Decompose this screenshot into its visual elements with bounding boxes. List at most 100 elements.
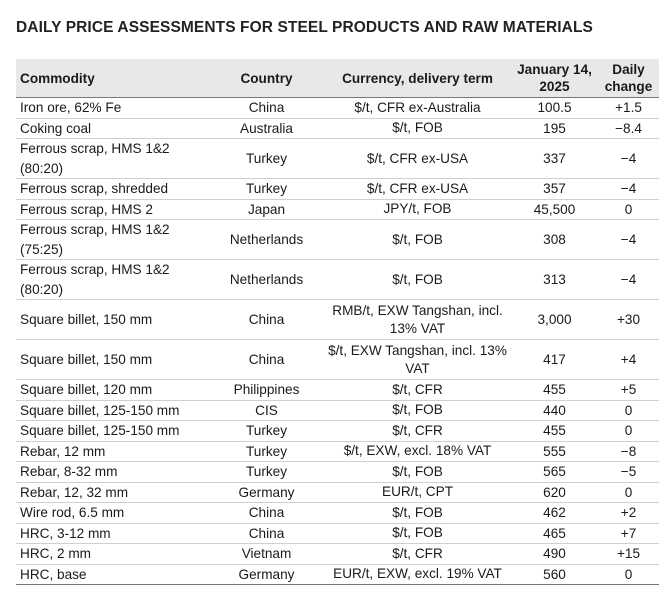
currency-term-cell: $/t, EXW, excl. 18% VAT — [343, 443, 492, 459]
table-row: HRC, 2 mm Vietnam $/t, CFR 490 +15 — [16, 544, 659, 564]
table-row: HRC, base Germany EUR/t, EXW, excl. 19% VA… — [16, 564, 659, 585]
header-date-line1: January 14, — [517, 62, 592, 77]
header-country: Country — [240, 70, 293, 86]
daily-change-cell: +2 — [620, 505, 637, 520]
price-value-cell: 45,500 — [533, 201, 576, 217]
table-row: Rebar, 12, 32 mm Germany EUR/t, CPT 620 0 — [16, 482, 659, 503]
price-value-cell: 417 — [543, 351, 566, 367]
daily-change-cell: +7 — [620, 525, 637, 541]
table-row: Wire rod, 6.5 mm China $/t, FOB 462 +2 — [16, 503, 659, 523]
price-value-cell: 100.5 — [537, 100, 572, 115]
daily-change-cell: 0 — [624, 201, 633, 217]
price-value-cell: 455 — [543, 382, 566, 397]
table-row: Ferrous scrap, HMS 1&2 (80:20) Netherland… — [16, 260, 659, 300]
currency-term-cell: $/t, FOB — [392, 271, 443, 287]
country-cell: Turkey — [245, 443, 288, 459]
price-value-cell: 565 — [543, 464, 566, 479]
country-cell: Turkey — [245, 150, 288, 166]
country-cell: Turkey — [245, 181, 288, 196]
currency-term-cell: $/t, CFR ex-Australia — [354, 99, 481, 115]
header-date-line2: 2025 — [539, 79, 570, 94]
header-change-line1: Daily — [612, 62, 645, 77]
table-row: Square billet, 125-150 mm Turkey $/t, CFR 4… — [16, 421, 659, 441]
price-value-cell: 3,000 — [537, 311, 572, 327]
header-commodity: Commodity — [20, 70, 95, 86]
price-value-cell: 560 — [543, 566, 566, 582]
commodity-cell: Square billet, 125-150 mm — [20, 402, 180, 418]
country-cell: China — [248, 311, 285, 327]
daily-change-cell: 0 — [624, 484, 633, 500]
country-cell: Australia — [240, 120, 293, 136]
commodity-cell: HRC, 2 mm — [20, 546, 91, 561]
currency-term-cell: $/t, CFR ex-USA — [366, 150, 469, 166]
document-title: DAILY PRICE ASSESSMENTS FOR STEEL PRODUC… — [16, 19, 593, 36]
daily-change-cell: +15 — [616, 546, 641, 561]
commodity-cell: Ferrous scrap, HMS 1&2 (80:20) — [20, 141, 170, 176]
price-value-cell: 555 — [543, 443, 566, 459]
commodity-cell: Square billet, 150 mm — [20, 311, 153, 327]
table-row: Rebar, 12 mm Turkey $/t, EXW, excl. 18% VA… — [16, 441, 659, 462]
country-cell: Netherlands — [229, 231, 304, 247]
country-cell: CIS — [255, 402, 278, 418]
country-cell: China — [248, 525, 285, 541]
currency-term-cell: EUR/t, CPT — [382, 484, 453, 500]
currency-term-cell: EUR/t, EXW, excl. 19% VAT — [333, 566, 502, 582]
table-row: Square billet, 125-150 mm CIS $/t, FOB 440 0 — [16, 400, 659, 421]
price-value-cell: 462 — [543, 505, 566, 520]
commodity-cell: Ferrous scrap, HMS 1&2 (80:20) — [20, 262, 170, 297]
daily-change-cell: −8 — [620, 443, 637, 459]
daily-change-cell: −4 — [620, 181, 637, 196]
daily-change-cell: +4 — [620, 351, 637, 367]
currency-term-cell: $/t, EXW Tangshan, incl. 13% VAT — [328, 342, 507, 376]
country-cell: Philippines — [233, 382, 300, 397]
country-cell: China — [248, 351, 285, 367]
commodity-cell: Square billet, 150 mm — [20, 351, 153, 367]
commodity-cell: HRC, 3-12 mm — [20, 525, 111, 541]
price-value-cell: 313 — [543, 271, 566, 287]
currency-term-cell: JPY/t, FOB — [383, 201, 452, 217]
price-table: Commodity Country Currency, delivery ter… — [16, 59, 659, 585]
table-row: Square billet, 120 mm Philippines $/t, CFR… — [16, 380, 659, 400]
commodity-cell: Rebar, 12 mm — [20, 443, 106, 459]
currency-term-cell: RMB/t, EXW Tangshan, incl. 13% VAT — [332, 302, 503, 336]
table-row: Square billet, 150 mm China $/t, EXW Tangs… — [16, 340, 659, 380]
price-value-cell: 465 — [543, 525, 566, 541]
commodity-cell: Iron ore, 62% Fe — [20, 100, 122, 115]
daily-change-cell: 0 — [624, 423, 633, 438]
price-value-cell: 620 — [543, 484, 566, 500]
commodity-cell: Ferrous scrap, shredded — [20, 181, 169, 196]
price-value-cell: 440 — [543, 402, 566, 418]
country-cell: Turkey — [245, 464, 288, 479]
daily-change-cell: +5 — [620, 382, 637, 397]
country-cell: China — [248, 505, 285, 520]
commodity-cell: Wire rod, 6.5 mm — [20, 505, 125, 520]
country-cell: China — [248, 100, 285, 115]
daily-change-cell: −4 — [620, 150, 637, 166]
currency-term-cell: $/t, CFR — [392, 381, 443, 397]
daily-change-cell: 0 — [624, 402, 633, 418]
commodity-cell: Coking coal — [20, 120, 92, 136]
price-value-cell: 337 — [543, 150, 566, 166]
country-cell: Japan — [247, 201, 286, 217]
currency-term-cell: $/t, FOB — [392, 231, 443, 247]
commodity-cell: Rebar, 12, 32 mm — [20, 484, 129, 500]
country-cell: Vietnam — [241, 546, 292, 561]
currency-term-cell: $/t, CFR — [392, 422, 443, 438]
currency-term-cell: $/t, FOB — [392, 120, 443, 136]
currency-term-cell: $/t, FOB — [392, 504, 443, 520]
currency-term-cell: $/t, FOB — [392, 525, 443, 541]
table-row: Ferrous scrap, HMS 1&2 (75:25) Netherland… — [16, 220, 659, 260]
table-row: Ferrous scrap, shredded Turkey $/t, CFR ex… — [16, 179, 659, 199]
table-row: Coking coal Australia $/t, FOB 195 −8.4 — [16, 118, 659, 139]
daily-change-cell: 0 — [624, 566, 633, 582]
header-row: Commodity Country Currency, delivery ter… — [16, 59, 659, 98]
price-value-cell: 357 — [543, 181, 566, 196]
currency-term-cell: $/t, FOB — [392, 402, 443, 418]
header-daily-change: Daily change — [598, 59, 659, 98]
country-cell: Netherlands — [229, 271, 304, 287]
table-header: Commodity Country Currency, delivery ter… — [16, 59, 659, 98]
commodity-cell: HRC, base — [20, 566, 87, 582]
daily-change-cell: +1.5 — [615, 100, 642, 115]
currency-term-cell: $/t, CFR — [392, 545, 443, 561]
